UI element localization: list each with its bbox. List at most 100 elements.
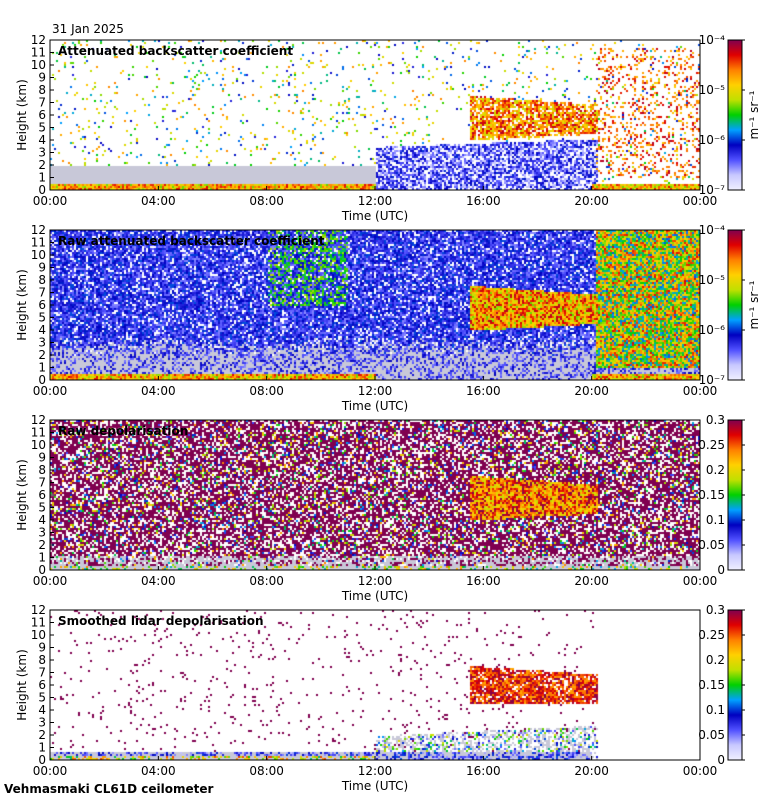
colorbar [727,419,743,571]
y-tick-label: 11 [31,616,46,630]
colorbar-tick-label: 0.25 [698,438,725,452]
y-tick-label: 0 [38,753,46,767]
y-tick-label: 7 [38,286,46,300]
y-tick-label: 3 [38,526,46,540]
x-axis-label: Time (UTC) [341,209,408,223]
heatmap-image [50,230,700,380]
heatmap-image [50,420,700,570]
colorbar-tick-label: 0.25 [698,628,725,642]
y-tick-label: 9 [38,451,46,465]
colorbar-tick-label: 0 [717,753,725,767]
y-tick-label: 5 [38,121,46,135]
y-tick-label: 3 [38,716,46,730]
y-tick-label: 3 [38,336,46,350]
panel-4: Smoothed lidar depolarisation01234567891… [15,603,745,793]
x-axis-label: Time (UTC) [341,779,408,793]
colorbar [727,229,743,381]
y-tick-label: 6 [38,488,46,502]
colorbar-tick-label: 0.05 [698,538,725,552]
colorbar-tick-label: 10⁻⁶ [699,323,726,337]
y-tick-label: 5 [38,311,46,325]
x-tick-label: 00:00 [683,194,718,208]
y-tick-label: 2 [38,158,46,172]
y-tick-label: 10 [31,438,46,452]
x-tick-label: 20:00 [574,764,609,778]
x-tick-label: 20:00 [574,574,609,588]
y-tick-label: 11 [31,426,46,440]
heatmap-image [50,610,700,760]
date-label: 31 Jan 2025 [52,22,124,36]
colorbar [727,39,743,191]
x-tick-label: 20:00 [574,194,609,208]
colorbar-tick-label: 10⁻⁵ [699,273,726,287]
y-tick-label: 7 [38,666,46,680]
y-tick-label: 2 [38,348,46,362]
y-tick-label: 6 [38,298,46,312]
x-tick-label: 00:00 [683,384,718,398]
y-tick-label: 2 [38,538,46,552]
x-tick-label: 16:00 [466,764,501,778]
y-tick-label: 9 [38,641,46,655]
y-tick-label: 12 [31,603,46,617]
x-tick-label: 04:00 [141,764,176,778]
x-tick-label: 16:00 [466,384,501,398]
panel-2: Raw attenuated backscatter coefficient01… [15,223,761,413]
y-tick-label: 10 [31,628,46,642]
colorbar-tick-label: 0.3 [706,413,725,427]
colorbar-tick-label: 0 [717,563,725,577]
colorbar-tick-label: 0.05 [698,728,725,742]
x-tick-label: 00:00 [33,764,68,778]
colorbar-tick-label: 0.15 [698,678,725,692]
y-tick-label: 8 [38,273,46,287]
panels: Attenuated backscatter coefficient012345… [15,33,761,793]
x-tick-label: 20:00 [574,384,609,398]
y-tick-label: 5 [38,691,46,705]
y-tick-label: 1 [38,171,46,185]
x-tick-label: 04:00 [141,384,176,398]
panel-title: Raw depolarisation [58,424,188,438]
colorbar-unit: m⁻¹ sr⁻¹ [747,280,761,329]
y-tick-label: 7 [38,476,46,490]
y-tick-label: 3 [38,146,46,160]
y-tick-label: 6 [38,108,46,122]
x-tick-label: 12:00 [358,384,393,398]
x-tick-label: 00:00 [33,194,68,208]
colorbar-tick-label: 0.2 [706,653,725,667]
y-tick-label: 8 [38,653,46,667]
x-axis-label: Time (UTC) [341,589,408,603]
x-tick-label: 04:00 [141,194,176,208]
colorbar [727,609,743,761]
y-tick-label: 2 [38,728,46,742]
y-tick-label: 0 [38,563,46,577]
y-tick-label: 0 [38,373,46,387]
y-tick-label: 1 [38,551,46,565]
colorbar-tick-label: 0.2 [706,463,725,477]
y-tick-label: 4 [38,323,46,337]
panel-title: Attenuated backscatter coefficient [58,44,293,58]
y-tick-label: 4 [38,703,46,717]
y-tick-label: 10 [31,58,46,72]
colorbar-unit: m⁻¹ sr⁻¹ [747,90,761,139]
y-tick-label: 1 [38,741,46,755]
y-tick-label: 12 [31,413,46,427]
colorbar-tick-label: 10⁻⁷ [699,373,726,387]
x-tick-label: 00:00 [33,384,68,398]
x-tick-label: 08:00 [249,764,284,778]
y-tick-label: 5 [38,501,46,515]
x-tick-label: 16:00 [466,194,501,208]
x-tick-label: 00:00 [683,574,718,588]
y-tick-label: 1 [38,361,46,375]
colorbar-tick-label: 10⁻⁴ [699,33,726,47]
x-tick-label: 12:00 [358,764,393,778]
y-axis-label: Height (km) [15,459,29,530]
y-axis-label: Height (km) [15,79,29,150]
y-tick-label: 8 [38,83,46,97]
colorbar-tick-label: 10⁻⁵ [699,83,726,97]
y-axis-label: Height (km) [15,269,29,340]
panel-title: Raw attenuated backscatter coefficient [58,234,325,248]
y-tick-label: 10 [31,248,46,262]
colorbar-tick-label: 10⁻⁷ [699,183,726,197]
x-tick-label: 04:00 [141,574,176,588]
